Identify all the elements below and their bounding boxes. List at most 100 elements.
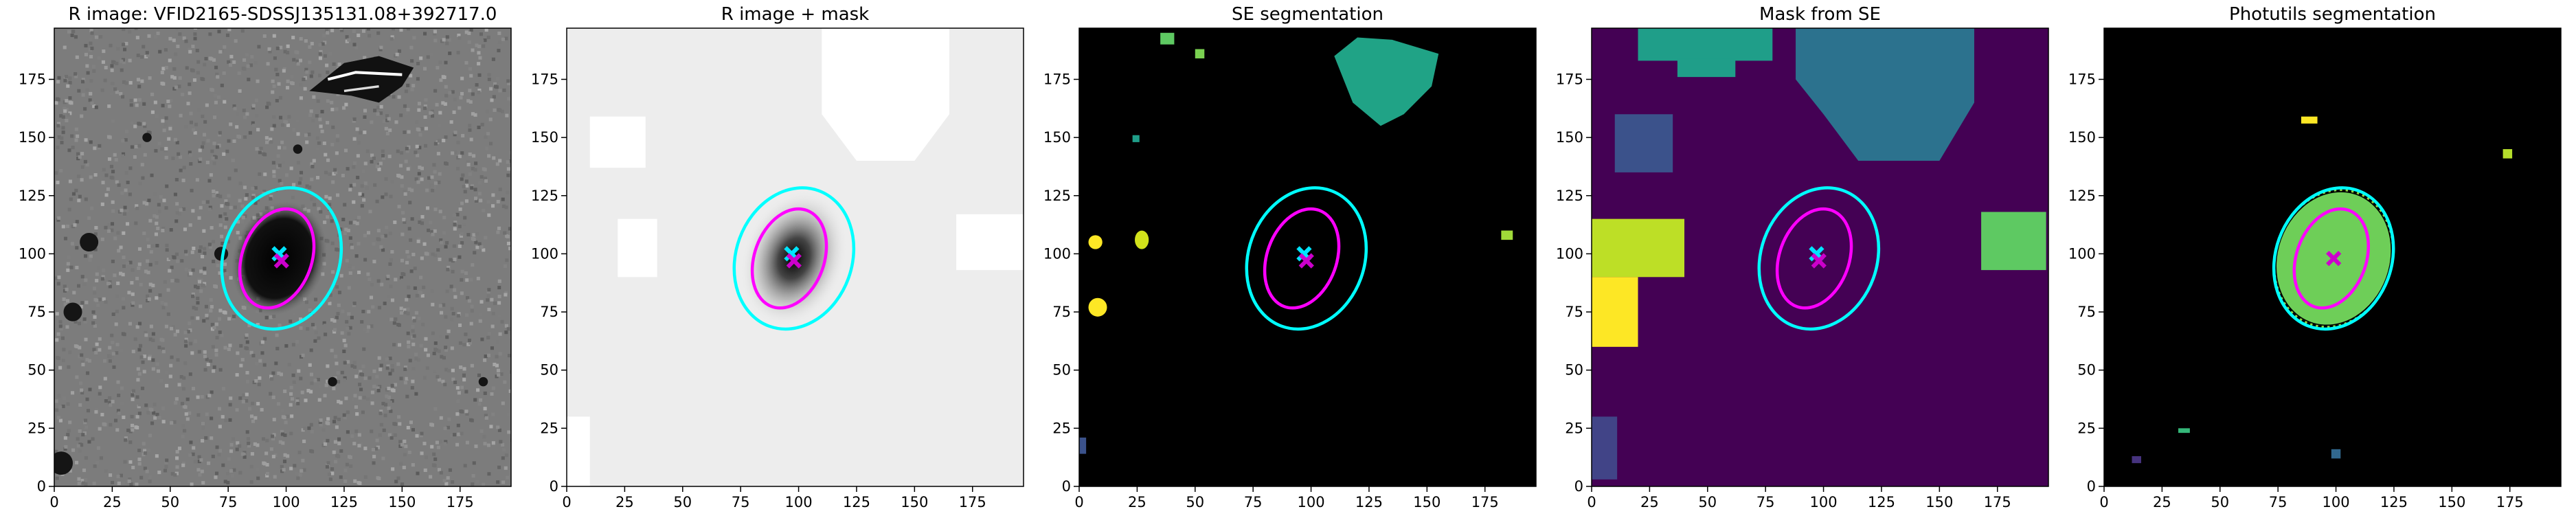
noise-pixel bbox=[131, 268, 135, 272]
noise-pixel bbox=[284, 420, 288, 425]
noise-pixel bbox=[191, 292, 195, 296]
noise-pixel bbox=[278, 324, 282, 328]
noise-pixel bbox=[393, 220, 397, 225]
noise-pixel bbox=[422, 67, 427, 71]
noise-pixel bbox=[82, 282, 87, 286]
noise-pixel bbox=[339, 401, 343, 405]
noise-pixel bbox=[155, 454, 159, 458]
noise-pixel bbox=[215, 335, 219, 339]
noise-pixel bbox=[80, 165, 84, 169]
noise-pixel bbox=[456, 51, 460, 55]
noise-pixel bbox=[63, 236, 68, 240]
noise-pixel bbox=[368, 210, 372, 214]
noise-pixel bbox=[457, 391, 461, 395]
noise-pixel bbox=[183, 227, 187, 232]
noise-pixel bbox=[433, 170, 437, 174]
noise-pixel bbox=[411, 324, 415, 328]
noise-pixel bbox=[76, 152, 80, 156]
noise-pixel bbox=[260, 351, 264, 355]
noise-pixel bbox=[477, 192, 482, 196]
noise-pixel bbox=[412, 36, 416, 40]
noise-pixel bbox=[95, 461, 100, 465]
noise-pixel bbox=[461, 173, 465, 177]
noise-pixel bbox=[287, 363, 291, 367]
noise-pixel bbox=[308, 45, 312, 49]
noise-pixel bbox=[147, 245, 151, 249]
noise-pixel bbox=[377, 238, 381, 242]
noise-pixel bbox=[433, 30, 437, 34]
noise-pixel bbox=[242, 58, 247, 62]
y-tick-label: 0 bbox=[1574, 478, 1583, 495]
y-tick-label: 100 bbox=[19, 245, 46, 262]
noise-pixel bbox=[174, 471, 179, 475]
noise-pixel bbox=[417, 102, 421, 106]
noise-pixel bbox=[238, 444, 242, 448]
noise-pixel bbox=[433, 369, 437, 373]
noise-pixel bbox=[111, 340, 115, 344]
noise-pixel bbox=[343, 344, 348, 348]
noise-pixel bbox=[87, 440, 91, 444]
noise-pixel bbox=[295, 119, 300, 123]
noise-pixel bbox=[84, 197, 88, 201]
noise-pixel bbox=[141, 176, 145, 180]
axes-frame bbox=[1078, 27, 1537, 487]
noise-pixel bbox=[74, 127, 78, 131]
noise-pixel bbox=[98, 427, 102, 431]
noise-pixel bbox=[58, 324, 63, 328]
noise-pixel bbox=[337, 399, 341, 404]
noise-pixel bbox=[464, 199, 468, 203]
noise-pixel bbox=[199, 278, 203, 282]
noise-pixel bbox=[188, 269, 192, 273]
noise-pixel bbox=[227, 194, 231, 198]
noise-pixel bbox=[247, 444, 251, 448]
noise-pixel bbox=[196, 301, 200, 305]
noise-pixel bbox=[269, 374, 273, 379]
noise-pixel bbox=[496, 340, 500, 344]
noise-pixel bbox=[240, 452, 245, 456]
noise-pixel bbox=[172, 38, 176, 43]
noise-pixel bbox=[403, 130, 407, 135]
noise-pixel bbox=[477, 90, 481, 94]
noise-pixel bbox=[302, 468, 306, 472]
x-tick-label: 100 bbox=[1298, 494, 1325, 510]
noise-pixel bbox=[437, 468, 442, 472]
noise-pixel bbox=[154, 232, 158, 236]
noise-pixel bbox=[123, 47, 127, 52]
noise-pixel bbox=[304, 133, 308, 137]
noise-pixel bbox=[464, 30, 468, 34]
noise-pixel bbox=[210, 416, 214, 420]
noise-pixel bbox=[93, 324, 97, 328]
noise-pixel bbox=[113, 87, 117, 91]
noise-pixel bbox=[284, 173, 289, 177]
noise-pixel bbox=[181, 92, 185, 97]
noise-pixel bbox=[214, 471, 219, 475]
noise-pixel bbox=[282, 416, 286, 420]
y-tick-label: 150 bbox=[1043, 129, 1071, 146]
noise-pixel bbox=[56, 80, 60, 84]
noise-pixel bbox=[81, 80, 85, 84]
noise-pixel bbox=[414, 150, 418, 155]
noise-pixel bbox=[332, 172, 336, 176]
noise-pixel bbox=[95, 298, 99, 302]
noise-pixel bbox=[265, 438, 269, 442]
noise-pixel bbox=[405, 260, 409, 264]
noise-pixel bbox=[510, 240, 511, 245]
noise-pixel bbox=[62, 297, 66, 302]
noise-pixel bbox=[507, 430, 511, 434]
noise-pixel bbox=[201, 254, 205, 259]
noise-pixel bbox=[342, 378, 346, 382]
noise-pixel bbox=[420, 127, 424, 131]
noise-pixel bbox=[416, 471, 420, 475]
noise-pixel bbox=[63, 45, 67, 49]
y-tick-label: 50 bbox=[1052, 362, 1071, 379]
noise-pixel bbox=[177, 85, 181, 89]
noise-pixel bbox=[450, 306, 454, 311]
noise-pixel bbox=[80, 301, 84, 305]
noise-pixel bbox=[135, 415, 139, 419]
noise-pixel bbox=[317, 74, 322, 78]
noise-pixel bbox=[201, 426, 205, 430]
noise-pixel bbox=[447, 329, 451, 333]
noise-pixel bbox=[465, 313, 469, 317]
noise-pixel bbox=[235, 447, 239, 451]
noise-pixel bbox=[493, 301, 497, 305]
